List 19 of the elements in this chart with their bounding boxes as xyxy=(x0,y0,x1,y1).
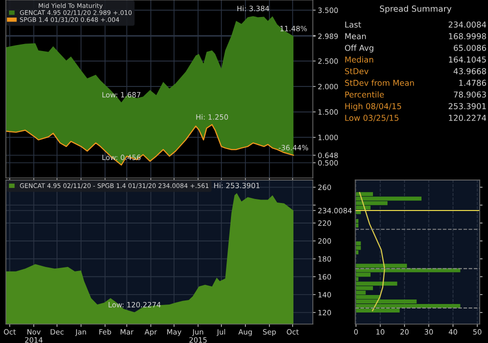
text: Mean xyxy=(345,33,366,40)
text: High 08/04/15 xyxy=(345,102,402,111)
text: Spread Summary xyxy=(380,5,452,14)
text: 78.9063 xyxy=(454,91,486,98)
text: 43.9668 xyxy=(454,68,486,74)
text: Last xyxy=(345,22,362,28)
text: 120.2274 xyxy=(449,114,486,121)
text: 253.3901 xyxy=(448,103,486,110)
text: Low 03/25/15 xyxy=(345,114,398,122)
text: Off Avg xyxy=(344,44,374,52)
text: Median xyxy=(345,56,374,63)
text: 234.0084 xyxy=(448,22,486,28)
text: 1.4786 xyxy=(459,80,486,86)
text: Percentile xyxy=(345,91,384,98)
text: StDev xyxy=(345,68,368,74)
text: 164.1045 xyxy=(449,56,486,63)
text: 65.0086 xyxy=(454,44,486,51)
text: 168.9998 xyxy=(449,33,486,40)
text: StDev from Mean xyxy=(345,80,414,86)
